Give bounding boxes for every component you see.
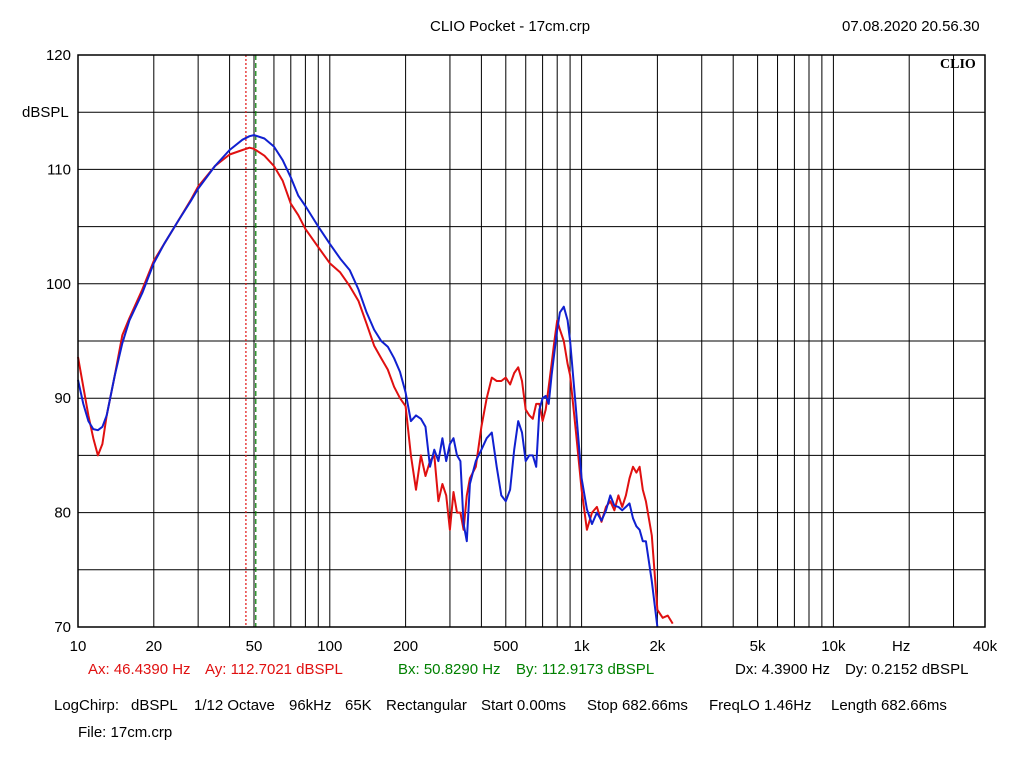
cursor-a-y-readout: Ay: 112.7021 dBSPL xyxy=(205,661,343,678)
x-axis-unit: Hz xyxy=(892,638,910,655)
y-tick-label: 90 xyxy=(54,390,71,407)
settings-start: Start 0.00ms xyxy=(481,697,567,714)
y-tick-label: 120 xyxy=(46,47,71,64)
cursor-b-y-readout: By: 112.9173 dBSPL xyxy=(516,661,655,678)
x-tick-label: 2k xyxy=(649,638,665,655)
cursor-b-x-readout: Bx: 50.8290 Hz xyxy=(398,661,501,678)
x-tick-label: 5k xyxy=(750,638,766,655)
chart-title: CLIO Pocket - 17cm.crp xyxy=(430,18,591,35)
x-tick-label: 20 xyxy=(145,638,162,655)
settings-stop: Stop 682.66ms xyxy=(587,697,688,714)
file-name: File: 17cm.crp xyxy=(78,724,173,741)
settings-length: Length 682.66ms xyxy=(831,697,947,714)
x-tick-label: 40k xyxy=(973,638,998,655)
delta-y-readout: Dy: 0.2152 dBSPL xyxy=(845,661,969,678)
clio-brand-mark: CLIO xyxy=(940,57,976,72)
series-line-1 xyxy=(77,146,674,625)
frequency-response-chart: 10 20 50 100 200 500 1k 2k 5k 10k 40k 120 110 100 90 80… xyxy=(22,47,998,655)
x-tick-label: 100 xyxy=(317,638,342,655)
cursor-a-x-readout: Ax: 46.4390 Hz xyxy=(88,661,191,678)
y-axis-label: dBSPL xyxy=(22,104,69,121)
x-tick-label: 1k xyxy=(574,638,590,655)
plot-frame xyxy=(77,54,986,628)
x-tick-label: 10 xyxy=(70,638,87,655)
x-tick-label: 500 xyxy=(493,638,518,655)
settings-window: Rectangular xyxy=(386,697,467,714)
y-tick-label: 110 xyxy=(47,161,71,178)
x-tick-label: 50 xyxy=(246,638,263,655)
series-line-2 xyxy=(77,134,659,628)
y-tick-label: 100 xyxy=(46,276,71,293)
timestamp: 07.08.2020 20.56.30 xyxy=(842,18,980,35)
y-tick-label: 80 xyxy=(54,505,71,522)
chart-ticks: 10 20 50 100 200 500 1k 2k 5k 10k 40k 120 110 100 90 80… xyxy=(46,47,998,655)
y-tick-label: 70 xyxy=(54,619,71,636)
settings-sample-rate: 96kHz xyxy=(289,697,332,714)
chart-series xyxy=(77,134,674,628)
settings-smoothing: 1/12 Octave xyxy=(194,697,275,714)
x-tick-label: 10k xyxy=(821,638,846,655)
chart-grid xyxy=(78,55,985,627)
x-tick-label: 200 xyxy=(393,638,418,655)
settings-freqlo: FreqLO 1.46Hz xyxy=(709,697,812,714)
settings-size: 65K xyxy=(345,697,372,714)
settings-unit: dBSPL xyxy=(131,697,178,714)
chart-cursors xyxy=(245,55,257,627)
settings-method: LogChirp: xyxy=(54,697,120,714)
delta-x-readout: Dx: 4.3900 Hz xyxy=(735,661,831,678)
